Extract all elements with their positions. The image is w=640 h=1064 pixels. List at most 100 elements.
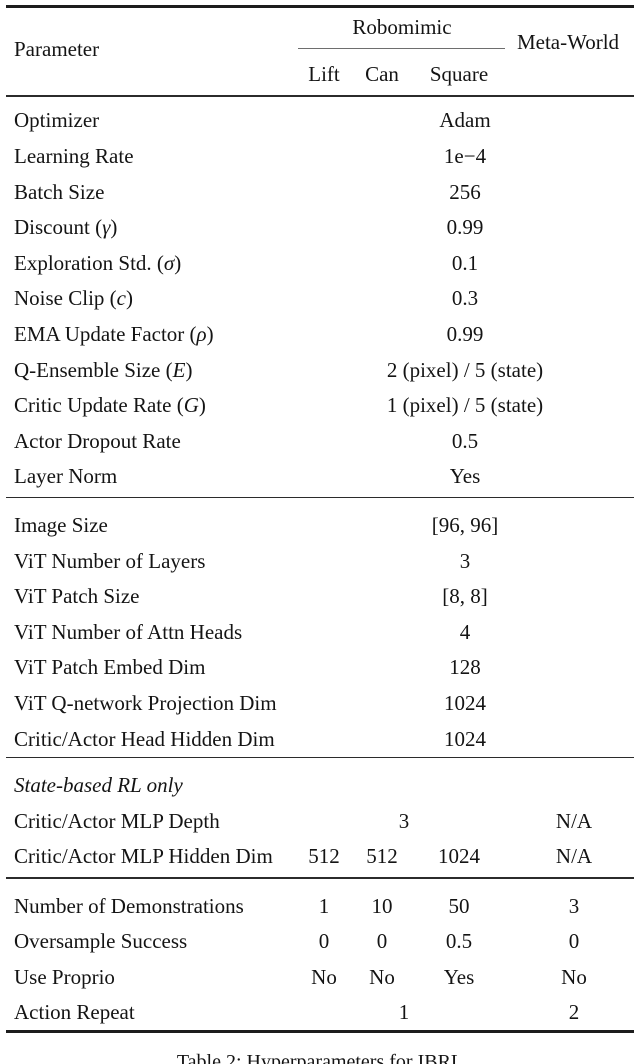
table-row: Use Proprio No No Yes No: [6, 959, 634, 995]
row-value: [8, 8]: [442, 584, 488, 609]
row-value-can: No: [369, 964, 395, 989]
row-label: Batch Size: [14, 179, 105, 204]
table-row: Number of Demonstrations 1 10 50 3: [6, 888, 634, 924]
row-label: Optimizer: [14, 108, 100, 133]
column-header-lift: Lift: [308, 62, 340, 86]
row-value-lift: 1: [318, 893, 330, 918]
row-value: 2 (pixel) / 5 (state): [386, 357, 544, 382]
row-label: ViT Patch Size: [14, 584, 140, 609]
table-row: ViT Q-network Projection Dim 1024: [6, 685, 634, 721]
table-row: Discount (γ) 0.99: [6, 209, 634, 245]
row-value: 0.5: [451, 428, 479, 453]
row-value: Yes: [449, 464, 481, 489]
row-value-robomimic: 3: [398, 808, 410, 833]
row-value: 4: [459, 619, 471, 644]
table-row: Exploration Std. (σ) 0.1: [6, 245, 634, 281]
row-value-meta: No: [561, 964, 587, 989]
row-label: Number of Demonstrations: [14, 893, 244, 918]
table-row: Actor Dropout Rate 0.5: [6, 423, 634, 459]
table-row: Batch Size 256: [6, 174, 634, 210]
row-value-metaworld: N/A: [555, 808, 593, 833]
row-label: Exploration Std. (σ): [14, 250, 182, 275]
row-value-lift: No: [311, 964, 337, 989]
table-section: Optimizer Adam Learning Rate 1e−4 Batch Size…: [6, 97, 634, 497]
row-value: 1024: [444, 726, 486, 751]
row-value: 0.1: [451, 250, 479, 275]
row-label: Q-Ensemble Size (E): [14, 357, 193, 382]
row-label: Discount (γ): [14, 215, 118, 240]
row-label: ViT Number of Layers: [14, 548, 206, 573]
table-row: Critic/Actor MLP Depth 3 N/A: [6, 803, 634, 839]
table-row: Critic Update Rate (G) 1 (pixel) / 5 (sta…: [6, 387, 634, 423]
row-value: 1e−4: [443, 143, 487, 168]
table-row: EMA Update Factor (ρ) 0.99: [6, 316, 634, 352]
row-label: Critic Update Rate (G): [14, 393, 206, 418]
row-label: Use Proprio: [14, 964, 115, 989]
column-group-header-robomimic: Robomimic: [352, 15, 452, 39]
table-row: ViT Patch Size [8, 8]: [6, 578, 634, 614]
table-section: Number of Demonstrations 1 1 0 50 3 Oversample…: [6, 879, 634, 1030]
table-row: Noise Clip (c) 0.3: [6, 281, 634, 317]
table-body: Optimizer Adam Learning Rate 1e−4 Batch Size…: [6, 97, 634, 1031]
row-value: 1 (pixel) / 5 (state): [386, 393, 544, 418]
row-value: [96, 96]: [431, 513, 499, 538]
table-header: Parameter Robomimic Meta-World Lift Can …: [6, 8, 634, 95]
row-label: Critic/Actor MLP Hidden Dim: [14, 844, 273, 869]
table-row: Action Repeat 1 2: [6, 995, 634, 1031]
table-row: Oversample Success 0 0 0.5 0: [6, 923, 634, 959]
row-value-meta: 3: [568, 893, 580, 918]
table-row: State-based RL only: [6, 767, 634, 803]
row-value-metaworld: 2: [568, 1000, 580, 1025]
table-caption: Table 2: Hyperparameters for IBRL: [176, 1051, 464, 1064]
row-value-lift: 512: [308, 844, 340, 869]
row-label: ViT Q-network Projection Dim: [14, 690, 277, 715]
row-value-square: 1024: [438, 844, 480, 869]
table-row: ViT Number of Layers 3: [6, 543, 634, 579]
column-header-can: Can: [365, 62, 399, 86]
row-value: 128: [449, 655, 481, 680]
column-header-metaworld: Meta-World: [516, 30, 620, 54]
row-label: ViT Patch Embed Dim: [14, 655, 206, 680]
column-header-parameter: Parameter: [14, 37, 100, 61]
row-label: Critic/Actor Head Hidden Dim: [14, 726, 275, 751]
row-label: EMA Update Factor (ρ): [14, 321, 214, 346]
table-row: Critic/Actor Head Hidden Dim 1024: [6, 721, 634, 757]
section-heading: State-based RL only: [14, 773, 183, 798]
robomimic-group-underline: [298, 48, 505, 49]
table-rule-header-bottom: [6, 95, 634, 97]
row-label: Noise Clip (c): [14, 286, 133, 311]
table-rule-bottom: [6, 1030, 634, 1034]
table-row: Optimizer Adam: [6, 103, 634, 139]
row-label: Learning Rate: [14, 143, 134, 168]
row-label: Layer Norm: [14, 464, 118, 489]
table-row: Layer Norm Yes: [6, 459, 634, 495]
row-label: ViT Number of Attn Heads: [14, 619, 243, 644]
row-value-lift: 0: [318, 929, 330, 954]
row-value: 1024: [444, 690, 486, 715]
row-value: 3: [459, 548, 471, 573]
row-value-meta: 0: [568, 929, 580, 954]
table-row: ViT Number of Attn Heads 4: [6, 614, 634, 650]
row-label: Oversample Success: [14, 929, 188, 954]
table-row: ViT Patch Embed Dim 128: [6, 650, 634, 686]
table-rule-section: [6, 756, 634, 759]
row-value-robomimic: 1: [398, 1000, 410, 1025]
table-rule-section: [6, 877, 634, 879]
table-row: Q-Ensemble Size (E) 2 (pixel) / 5 (state): [6, 352, 634, 388]
table-row: Image Size [96, 96]: [6, 507, 634, 543]
table-row: Critic/Actor MLP Hidden Dim 512 512 1024 N/A: [6, 839, 634, 875]
row-value-meta: N/A: [555, 844, 593, 869]
row-value: 0.3: [451, 286, 479, 311]
row-label: Action Repeat: [14, 1000, 135, 1025]
column-header-square: Square: [429, 62, 489, 86]
row-label: Actor Dropout Rate: [14, 428, 181, 453]
row-value-square: 0.5: [445, 929, 473, 954]
table-rule-top: [6, 5, 634, 8]
row-value-square: 50: [448, 893, 470, 918]
row-label: Critic/Actor MLP Depth: [14, 808, 220, 833]
row-value: 0.99: [446, 321, 484, 346]
table-rule-section: [6, 496, 634, 499]
row-value: Adam: [439, 108, 491, 133]
row-value-can: 0: [376, 929, 388, 954]
